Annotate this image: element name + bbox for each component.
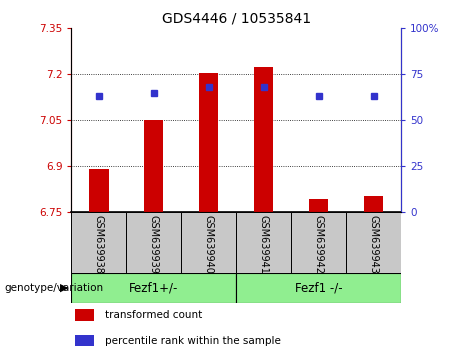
Bar	[71, 212, 126, 273]
Bar	[75, 309, 94, 321]
Bar	[309, 199, 328, 212]
Bar	[346, 212, 401, 273]
Text: transformed count: transformed count	[105, 310, 202, 320]
Bar	[75, 335, 94, 346]
Title: GDS4446 / 10535841: GDS4446 / 10535841	[162, 12, 311, 26]
Text: GSM639942: GSM639942	[313, 215, 324, 274]
Text: Fezf1+/-: Fezf1+/-	[129, 281, 178, 294]
Bar	[236, 273, 401, 303]
Text: genotype/variation: genotype/variation	[5, 282, 104, 293]
Bar	[254, 67, 273, 212]
Bar	[71, 273, 236, 303]
Text: Fezf1 -/-: Fezf1 -/-	[295, 281, 343, 294]
Bar	[291, 212, 346, 273]
Text: GSM639943: GSM639943	[369, 215, 378, 274]
Bar	[181, 212, 236, 273]
Text: GSM639940: GSM639940	[204, 215, 214, 274]
Bar	[236, 212, 291, 273]
Text: ▶: ▶	[60, 282, 68, 293]
Bar	[89, 169, 108, 212]
Bar	[144, 120, 164, 212]
Bar	[126, 212, 181, 273]
Bar	[364, 196, 383, 212]
Bar	[199, 73, 219, 212]
Text: GSM639938: GSM639938	[94, 215, 104, 274]
Text: GSM639941: GSM639941	[259, 215, 269, 274]
Text: GSM639939: GSM639939	[149, 215, 159, 274]
Text: percentile rank within the sample: percentile rank within the sample	[105, 336, 281, 346]
